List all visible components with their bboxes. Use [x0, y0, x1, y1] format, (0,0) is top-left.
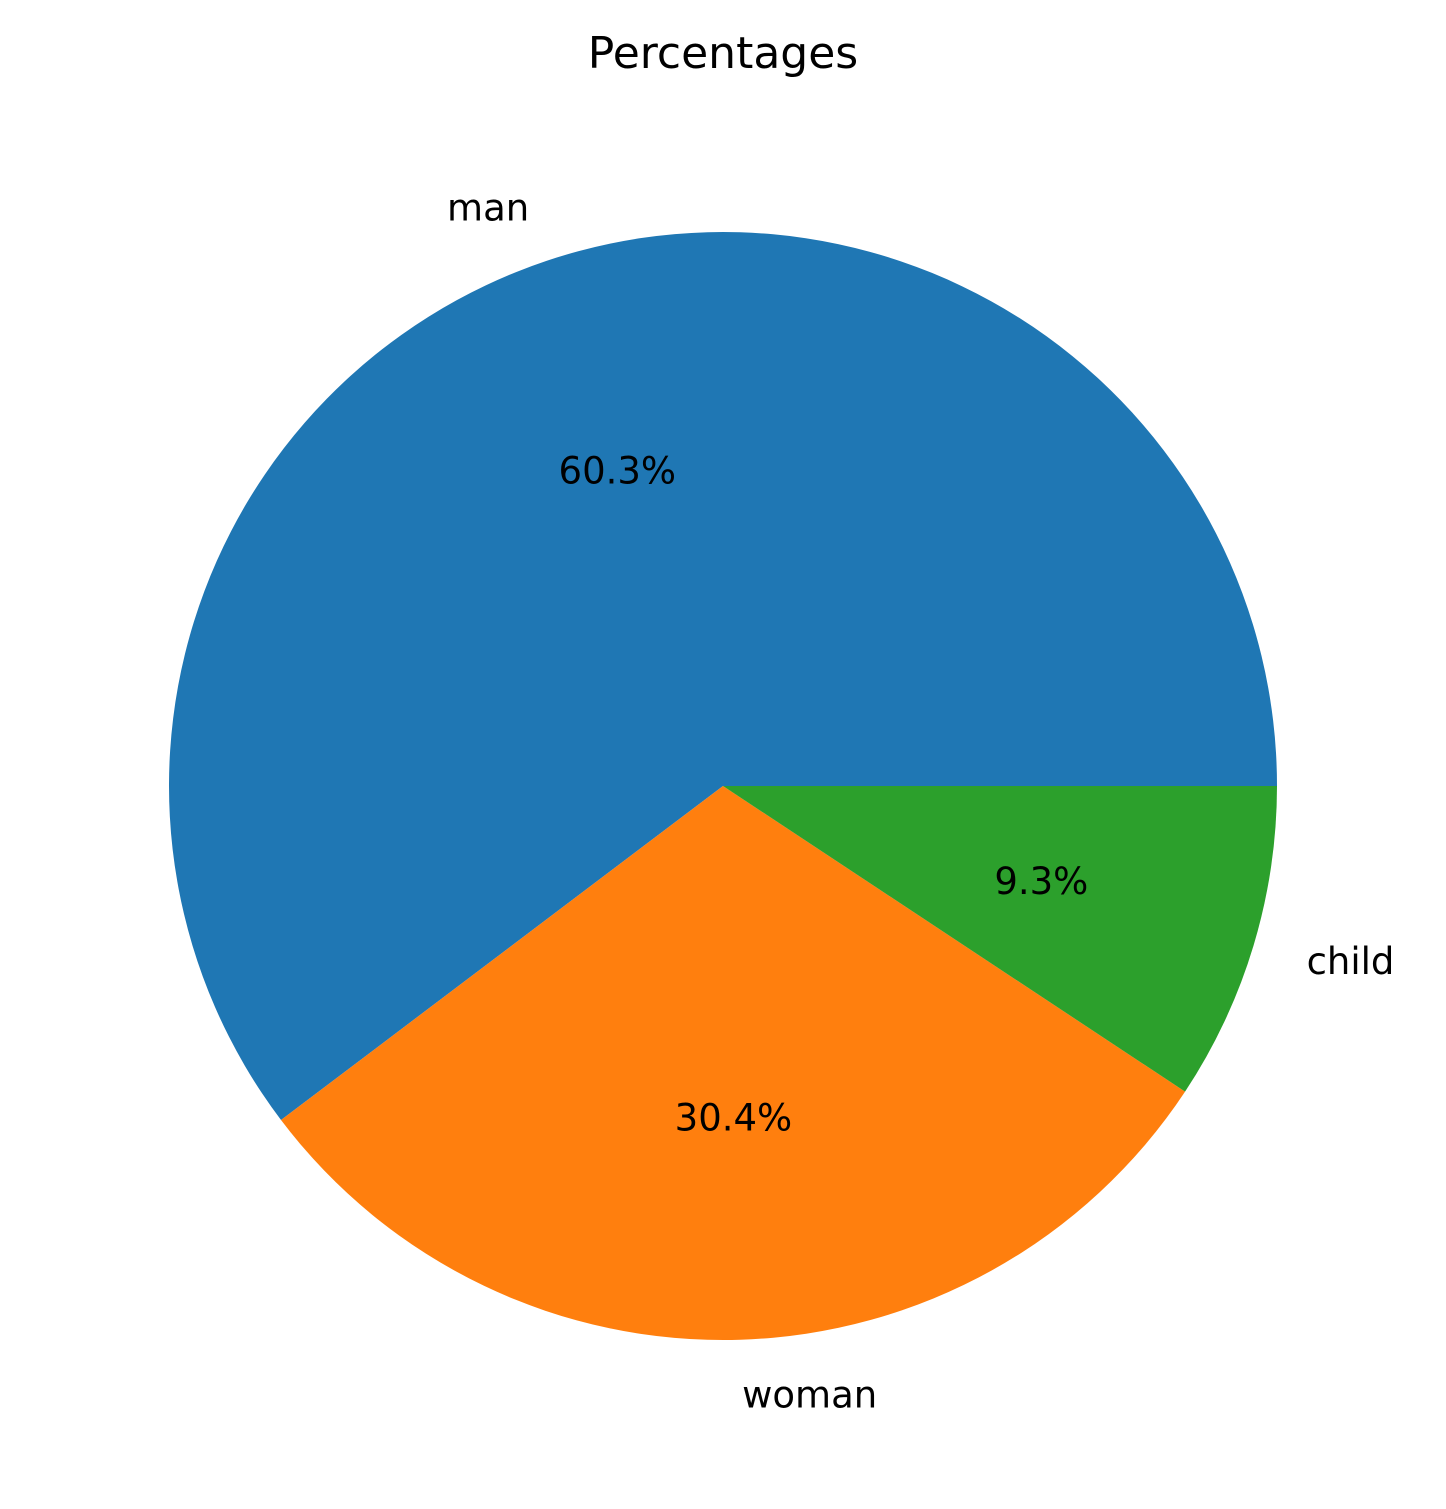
pie-slices: [168, 231, 1277, 1340]
pie-slice-child: [723, 786, 1277, 1092]
percent-label-man: 60.3%: [559, 449, 677, 492]
slice-label-child: child: [1307, 940, 1395, 983]
pie-slice-woman: [281, 786, 1186, 1340]
pie-labels: man 60.3% woman 30.4% child 9.3%: [447, 187, 1394, 1417]
pie-slice-man: [168, 231, 1277, 1121]
slice-label-woman: woman: [742, 1374, 877, 1417]
percent-label-child: 9.3%: [994, 860, 1088, 903]
slice-label-man: man: [447, 187, 529, 230]
percent-label-woman: 30.4%: [675, 1097, 793, 1140]
chart-title: Percentages: [588, 28, 858, 79]
